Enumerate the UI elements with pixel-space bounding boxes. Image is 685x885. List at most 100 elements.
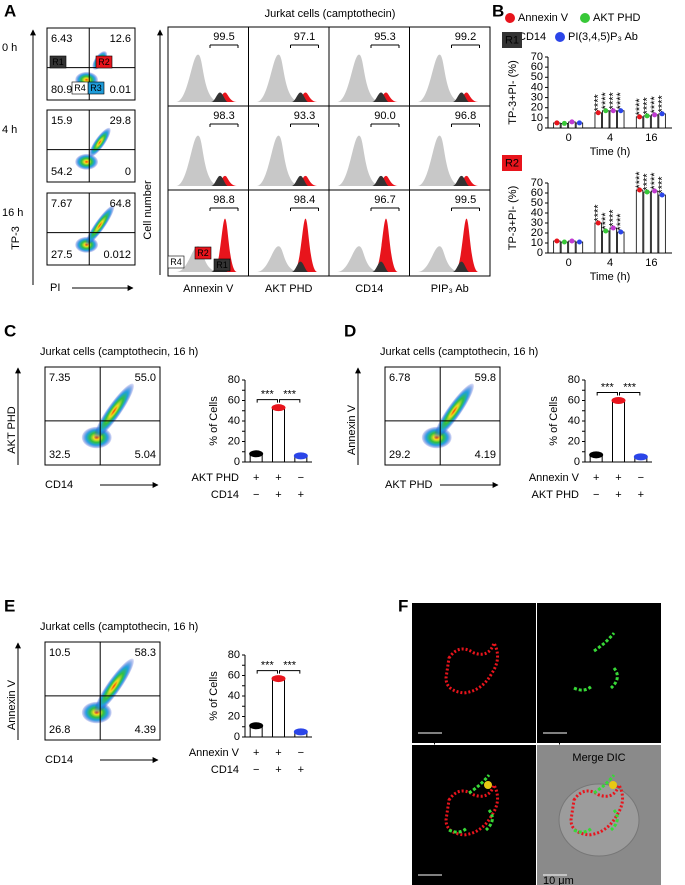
density — [421, 383, 474, 449]
histogram-gray — [176, 54, 220, 102]
axis-label: AKT PHD — [385, 479, 433, 491]
significance: **** — [593, 94, 605, 112]
scale-bar-label: 10 μm — [418, 875, 449, 885]
histogram-gray — [337, 246, 381, 272]
gate-badge — [213, 258, 231, 272]
bar — [617, 110, 625, 129]
gate-badge — [71, 81, 89, 95]
y-tick-label: 40 — [531, 81, 543, 93]
y-tick-label: 20 — [531, 102, 543, 114]
histogram-panel — [409, 189, 491, 277]
axis-label: CD14 — [45, 479, 73, 491]
gate-label: R4 — [170, 257, 182, 267]
condition-sign: + — [298, 489, 304, 501]
y-tick-label: 50 — [531, 197, 543, 209]
condition-sign: + — [275, 747, 281, 759]
histogram-black — [291, 261, 309, 272]
bar — [602, 230, 610, 254]
condition-sign: + — [615, 472, 621, 484]
sig-bracket — [256, 670, 278, 674]
significance: **** — [634, 98, 646, 116]
gate-percent: 97.1 — [294, 31, 315, 43]
bar-dots — [633, 453, 648, 461]
gate-label: R4 — [74, 83, 86, 93]
axis-label: TP-3+PI- (%) — [507, 60, 519, 124]
panel-label: B — [492, 1, 504, 20]
significance: **** — [600, 212, 612, 230]
marker-label: AKT PHD — [265, 283, 313, 295]
panel-label: D — [344, 321, 356, 340]
bar-dots — [293, 728, 308, 736]
badge-label: R2 — [505, 157, 519, 169]
quadrant-value: 6.43 — [51, 33, 72, 45]
axis-label: % of Cells — [548, 396, 560, 446]
density-blob — [434, 383, 474, 439]
y-tick-label: 0 — [574, 456, 580, 468]
legend-label: AKT PHD — [593, 12, 641, 24]
stain — [609, 781, 617, 789]
micrograph — [412, 745, 536, 885]
stain — [573, 774, 619, 834]
significance: **** — [657, 95, 669, 113]
image-label: Merge DIC — [572, 752, 625, 764]
badge — [502, 155, 522, 171]
quadrant-value: 59.8 — [475, 372, 496, 384]
significance: *** — [261, 389, 275, 401]
condition-label: AKT PHD — [192, 472, 240, 484]
axis-label: PI — [50, 282, 60, 294]
panel-label: E — [4, 596, 15, 615]
y-tick-label: 40 — [568, 415, 580, 427]
gate-badge — [167, 255, 185, 269]
panel-title: Jurkat cells (camptothecin) — [265, 8, 396, 20]
density-blob — [94, 383, 134, 439]
legend-label: PI(3,4,5)P₃ Ab — [568, 31, 638, 43]
significance: **** — [608, 91, 620, 109]
axis-label: Cell number — [142, 180, 154, 240]
condition-label: CD14 — [211, 764, 239, 776]
bar-dots — [589, 451, 604, 459]
quadrant-value: 32.5 — [49, 449, 70, 461]
condition-label: Annexin V — [529, 472, 580, 484]
y-tick-label: 60 — [228, 669, 240, 681]
significance: **** — [641, 173, 653, 191]
bar-dot — [603, 108, 609, 114]
gate-percent: 98.8 — [213, 194, 234, 206]
y-tick-label: 40 — [228, 690, 240, 702]
gate-percent: 99.2 — [455, 31, 476, 43]
significance: **** — [657, 176, 669, 194]
legend-label: Annexin V — [518, 12, 569, 24]
y-tick-label: 0 — [234, 456, 240, 468]
condition-label: CD14 — [211, 489, 239, 501]
quadrant-value: 80.9 — [51, 84, 72, 96]
condition-sign: + — [298, 764, 304, 776]
bar-dot — [561, 239, 567, 245]
bar — [635, 189, 644, 254]
bar-dot — [576, 120, 582, 126]
y-tick-label: 50 — [531, 71, 543, 83]
quadrant-value: 0.01 — [110, 84, 131, 96]
bar-dot — [618, 229, 624, 235]
condition-sign: − — [298, 472, 304, 484]
quadrant-value: 26.8 — [49, 724, 70, 736]
bar — [602, 110, 610, 129]
marker-label: CD14 — [355, 283, 383, 295]
scale-bar-label: 10 μm — [418, 733, 449, 745]
gate-percent: 98.3 — [213, 110, 234, 122]
gate-label: R1 — [52, 57, 64, 67]
gate-percent: 99.5 — [455, 194, 476, 206]
gate-percent: 96.8 — [455, 110, 476, 122]
y-tick-label: 60 — [228, 394, 240, 406]
quadrant-value: 7.35 — [49, 372, 70, 384]
bar-dots — [271, 675, 286, 683]
x-tick-label: 4 — [607, 132, 613, 144]
bar-dots — [293, 452, 308, 460]
quadrant-value: 0.012 — [103, 249, 131, 261]
significance: **** — [634, 171, 646, 189]
axis-label: Time (h) — [590, 271, 631, 283]
gate-percent: 96.7 — [374, 194, 395, 206]
quadrant-value: 5.04 — [135, 449, 156, 461]
legend-swatch — [580, 13, 590, 23]
stain — [484, 781, 492, 789]
bar — [609, 110, 617, 129]
